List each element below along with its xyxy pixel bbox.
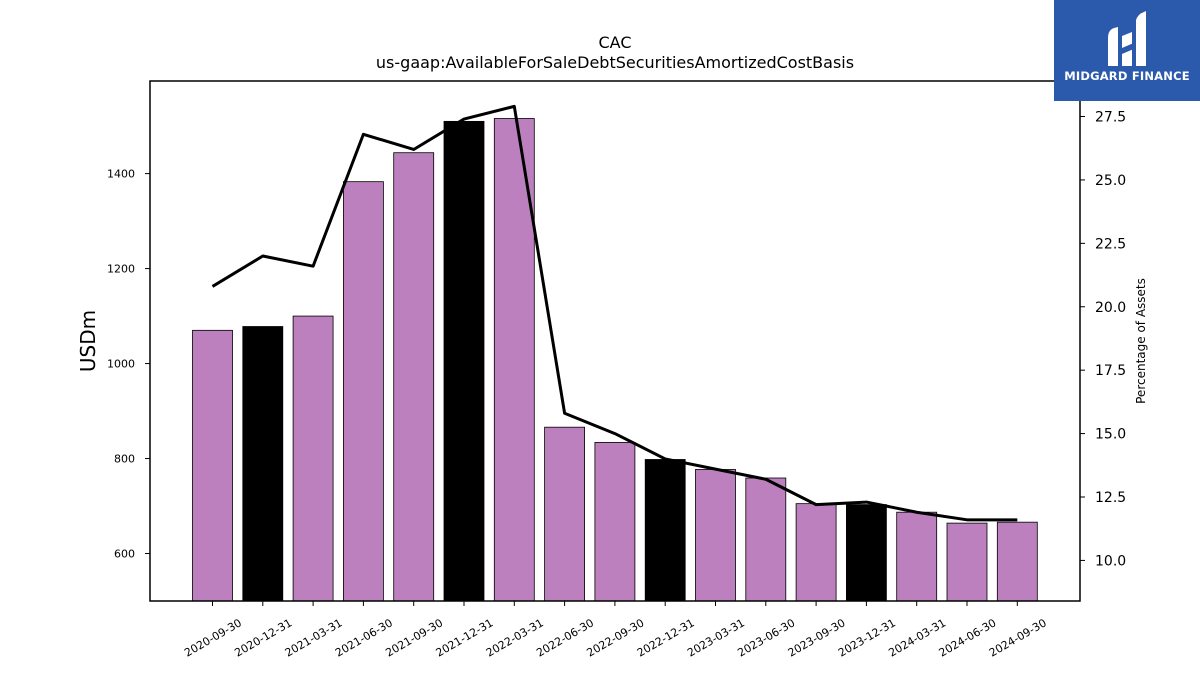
bar-2023-03-31 <box>695 469 736 602</box>
chart-title: CAC <box>598 33 631 52</box>
bars-group <box>192 118 1038 602</box>
logo-mark-icon <box>1108 11 1146 66</box>
bar-2023-09-30 <box>795 503 837 602</box>
bar-2024-06-30 <box>946 522 988 602</box>
x-tick-label: 2024-09-30 <box>987 616 1049 659</box>
y-tick-label: 600 <box>114 548 135 561</box>
bar-2021-06-30 <box>342 181 384 602</box>
bar-2021-12-31 <box>443 120 485 602</box>
y2-tick-label: 20.0 <box>1095 300 1126 316</box>
bar-2024-09-30 <box>996 521 1038 602</box>
bar-2022-03-31 <box>493 118 535 602</box>
y-tick-label: 800 <box>114 453 135 466</box>
y2-tick-label: 17.5 <box>1095 363 1126 379</box>
bar-2021-09-30 <box>393 152 435 602</box>
y-tick-label: 1000 <box>107 358 135 371</box>
y2-tick-label: 27.5 <box>1095 110 1126 126</box>
bar-2021-03-31 <box>292 315 334 602</box>
midgard-finance-logo: MIDGARD FINANCE <box>1054 0 1200 101</box>
line-group <box>211 104 1018 522</box>
chart-subtitle: us-gaap:AvailableForSaleDebtSecuritiesAm… <box>376 53 854 72</box>
bar-2022-06-30 <box>544 426 585 602</box>
bar-2022-09-30 <box>594 441 636 602</box>
y-axis-label: USDm <box>76 310 100 372</box>
y2-tick-label: 10.0 <box>1095 553 1126 569</box>
bar-2022-12-31 <box>644 459 686 602</box>
bar-2020-09-30 <box>192 329 233 602</box>
y-tick-label: 1200 <box>107 263 135 276</box>
y2-tick-label: 25.0 <box>1095 173 1126 189</box>
bar-2024-03-31 <box>896 511 938 602</box>
y2-tick-label: 15.0 <box>1095 427 1126 443</box>
logo-text: MIDGARD FINANCE <box>1064 69 1190 83</box>
bar-2023-12-31 <box>846 504 887 602</box>
percentage-of-assets-line <box>211 104 1018 522</box>
y2-axis-label: Percentage of Assets <box>1134 278 1148 404</box>
y2-tick-label: 22.5 <box>1095 236 1126 252</box>
bar-2020-12-31 <box>242 326 284 602</box>
bar-2023-06-30 <box>745 477 787 602</box>
y-tick-label: 1400 <box>107 168 135 181</box>
y2-tick-label: 12.5 <box>1095 490 1126 506</box>
